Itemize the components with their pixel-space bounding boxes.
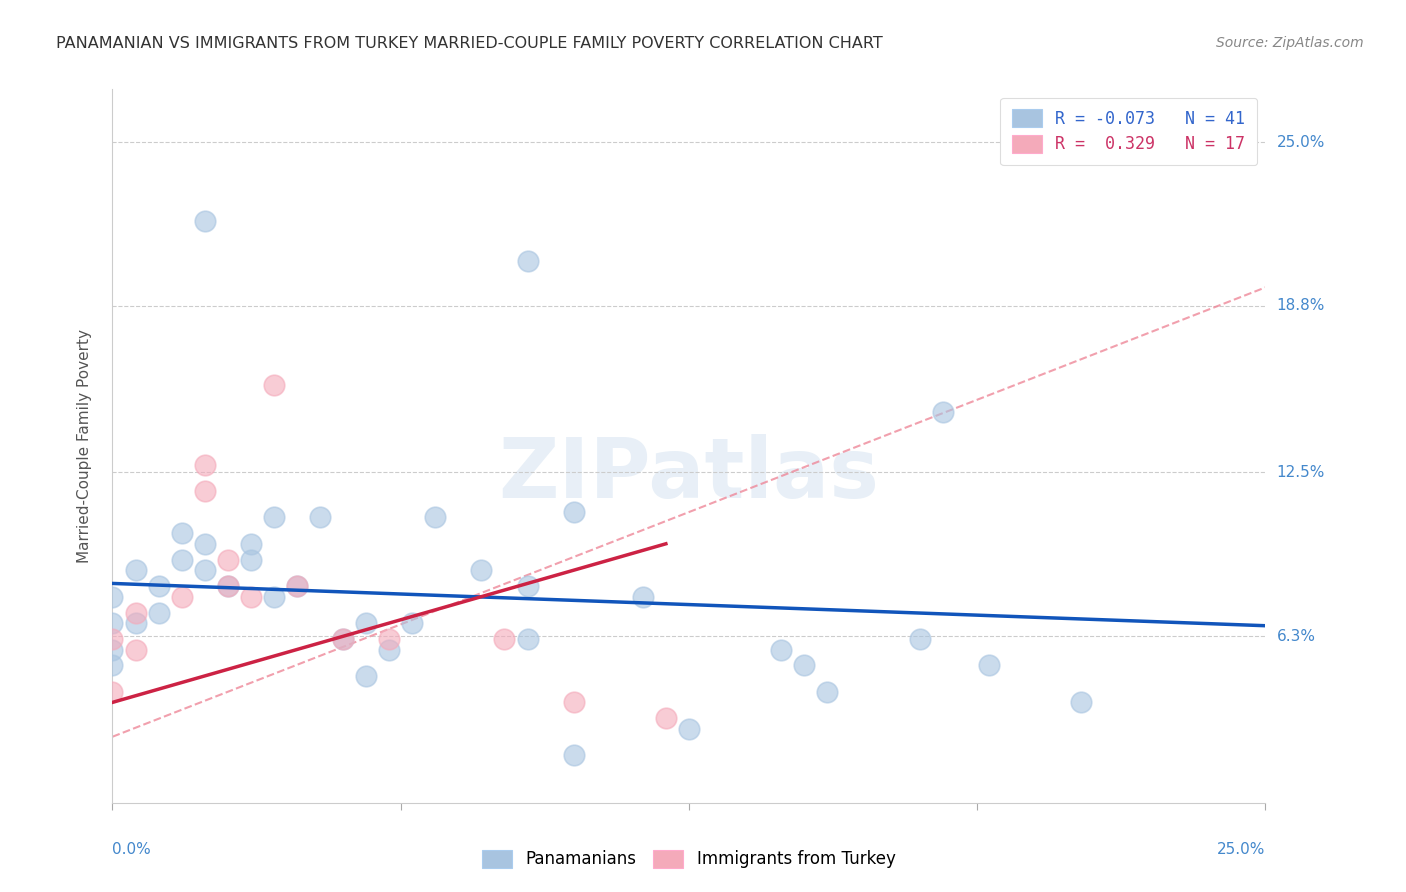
Point <box>170 526 193 541</box>
Point <box>332 632 354 646</box>
Text: 6.3%: 6.3% <box>1277 629 1316 644</box>
Point <box>194 483 217 498</box>
Point <box>494 632 516 646</box>
Point <box>217 579 239 593</box>
Text: 25.0%: 25.0% <box>1277 135 1324 150</box>
Point <box>124 616 146 631</box>
Point <box>124 563 146 577</box>
Text: 18.8%: 18.8% <box>1277 299 1324 313</box>
Point <box>678 722 700 736</box>
Point <box>194 214 217 228</box>
Point <box>285 579 308 593</box>
Point <box>562 505 585 519</box>
Text: ZIPatlas: ZIPatlas <box>499 434 879 515</box>
Text: 0.0%: 0.0% <box>112 842 152 856</box>
Point <box>101 632 124 646</box>
Point <box>354 616 377 631</box>
Point <box>425 510 447 524</box>
Point <box>931 404 953 418</box>
Point <box>815 685 838 699</box>
Point <box>194 563 217 577</box>
Point <box>101 658 124 673</box>
Point <box>263 590 285 604</box>
Text: PANAMANIAN VS IMMIGRANTS FROM TURKEY MARRIED-COUPLE FAMILY POVERTY CORRELATION C: PANAMANIAN VS IMMIGRANTS FROM TURKEY MAR… <box>56 36 883 51</box>
Point <box>562 695 585 709</box>
Point <box>194 458 217 472</box>
Point <box>124 606 146 620</box>
Text: 12.5%: 12.5% <box>1277 465 1324 480</box>
Point <box>516 254 538 268</box>
Point <box>263 378 285 392</box>
Point <box>378 642 401 657</box>
Text: 25.0%: 25.0% <box>1218 842 1265 856</box>
Point <box>908 632 931 646</box>
Point <box>101 616 124 631</box>
Point <box>239 590 262 604</box>
Point <box>239 537 262 551</box>
Point <box>148 579 170 593</box>
Point <box>217 579 239 593</box>
Point <box>217 552 239 566</box>
Point <box>285 579 308 593</box>
Point <box>148 606 170 620</box>
Point <box>401 616 423 631</box>
Point <box>263 510 285 524</box>
Point <box>562 748 585 763</box>
Point <box>631 590 654 604</box>
Point <box>470 563 492 577</box>
Point <box>516 632 538 646</box>
Point <box>124 642 146 657</box>
Point <box>332 632 354 646</box>
Point <box>793 658 815 673</box>
Point <box>101 642 124 657</box>
Point <box>101 590 124 604</box>
Point <box>309 510 332 524</box>
Point <box>516 579 538 593</box>
Y-axis label: Married-Couple Family Poverty: Married-Couple Family Poverty <box>77 329 91 563</box>
Point <box>239 552 262 566</box>
Legend: Panamanians, Immigrants from Turkey: Panamanians, Immigrants from Turkey <box>471 838 907 880</box>
Point <box>354 669 377 683</box>
Point <box>977 658 1000 673</box>
Text: Source: ZipAtlas.com: Source: ZipAtlas.com <box>1216 36 1364 50</box>
Point <box>170 552 193 566</box>
Point <box>378 632 401 646</box>
Point <box>101 685 124 699</box>
Point <box>770 642 793 657</box>
Point <box>1070 695 1092 709</box>
Point <box>170 590 193 604</box>
Point <box>655 711 678 725</box>
Point <box>194 537 217 551</box>
